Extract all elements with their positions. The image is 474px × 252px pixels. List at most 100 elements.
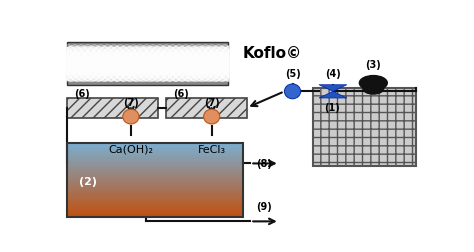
Bar (66, 153, 243, 154)
Bar (66, 202, 243, 203)
Bar (66, 196, 243, 197)
Bar (66, 206, 243, 207)
Bar (66, 160, 243, 161)
Bar (66, 178, 243, 179)
Bar (66, 179, 243, 181)
Bar (66, 156, 243, 158)
Bar (66, 152, 243, 153)
Bar (66, 158, 243, 159)
Bar (66, 143, 243, 145)
Bar (66, 192, 243, 194)
Bar (66, 181, 243, 182)
Bar (66, 177, 243, 178)
Text: (5): (5) (285, 69, 301, 79)
Bar (66, 203, 243, 205)
Text: (3): (3) (365, 60, 381, 70)
Bar (66, 168, 243, 169)
Bar (66, 209, 243, 210)
Bar (66, 143, 243, 144)
Bar (66, 154, 243, 155)
Bar (66, 197, 243, 198)
Circle shape (359, 76, 387, 90)
Bar (66, 146, 243, 147)
Text: (2): (2) (80, 177, 98, 186)
Bar (66, 157, 243, 159)
Bar (66, 215, 243, 216)
Bar (66, 148, 243, 149)
Bar (66, 151, 243, 152)
Bar (66, 198, 243, 199)
Text: (4): (4) (325, 69, 341, 79)
Ellipse shape (204, 109, 220, 124)
Bar (66, 178, 243, 180)
Bar (66, 185, 243, 186)
Bar (66, 192, 243, 193)
Bar (66, 184, 243, 185)
Text: (9): (9) (256, 202, 272, 212)
Bar (66, 204, 243, 205)
Bar (66, 173, 243, 174)
Bar (66, 168, 243, 170)
Bar (66, 155, 243, 156)
Bar (66, 212, 243, 213)
Bar (66, 194, 243, 195)
Bar (66, 210, 243, 211)
Bar (66, 149, 243, 150)
Bar (66, 188, 243, 189)
Bar (66, 175, 243, 176)
Bar (66, 211, 243, 212)
Bar (66, 208, 243, 209)
Bar (66, 213, 243, 214)
Bar (66, 174, 243, 175)
Bar (66, 176, 243, 177)
Circle shape (363, 83, 383, 94)
Bar (66, 166, 243, 167)
Bar (66, 193, 243, 194)
Bar (66, 145, 243, 146)
Bar (66, 170, 243, 171)
Bar (66, 42, 228, 85)
Bar (66, 200, 243, 201)
Bar (66, 172, 243, 173)
Bar (66, 190, 243, 191)
Text: Koflo©: Koflo© (243, 46, 302, 61)
Bar (66, 164, 243, 165)
Text: Ca(OH)₂: Ca(OH)₂ (109, 145, 154, 155)
Text: (1): (1) (324, 103, 339, 113)
Bar (66, 147, 243, 148)
Bar (66, 167, 243, 168)
Polygon shape (319, 85, 347, 91)
Bar (66, 195, 243, 196)
Bar (66, 213, 243, 215)
Bar (66, 163, 243, 164)
Text: (6): (6) (173, 89, 189, 99)
Bar (66, 207, 243, 208)
Bar (66, 201, 243, 202)
Bar (66, 159, 243, 160)
Bar (166, 98, 246, 117)
Bar (66, 187, 243, 188)
Bar (66, 162, 243, 163)
Bar (66, 144, 243, 146)
Text: (6): (6) (74, 89, 90, 99)
Text: (7): (7) (123, 98, 139, 108)
Bar (313, 88, 416, 166)
Text: FeCl₃: FeCl₃ (198, 145, 226, 155)
Bar (66, 189, 243, 190)
Bar (66, 199, 243, 200)
Bar (66, 154, 243, 156)
Bar (66, 203, 243, 204)
Bar (66, 169, 243, 170)
Bar (66, 98, 158, 117)
Bar (66, 171, 243, 172)
Bar (66, 165, 243, 166)
Bar (66, 214, 243, 216)
Bar (66, 191, 243, 192)
Polygon shape (319, 91, 347, 98)
Bar (66, 150, 243, 151)
Bar (66, 161, 243, 162)
Bar (66, 186, 243, 187)
Bar (66, 183, 243, 184)
Ellipse shape (123, 109, 139, 124)
Text: (8): (8) (256, 159, 272, 169)
